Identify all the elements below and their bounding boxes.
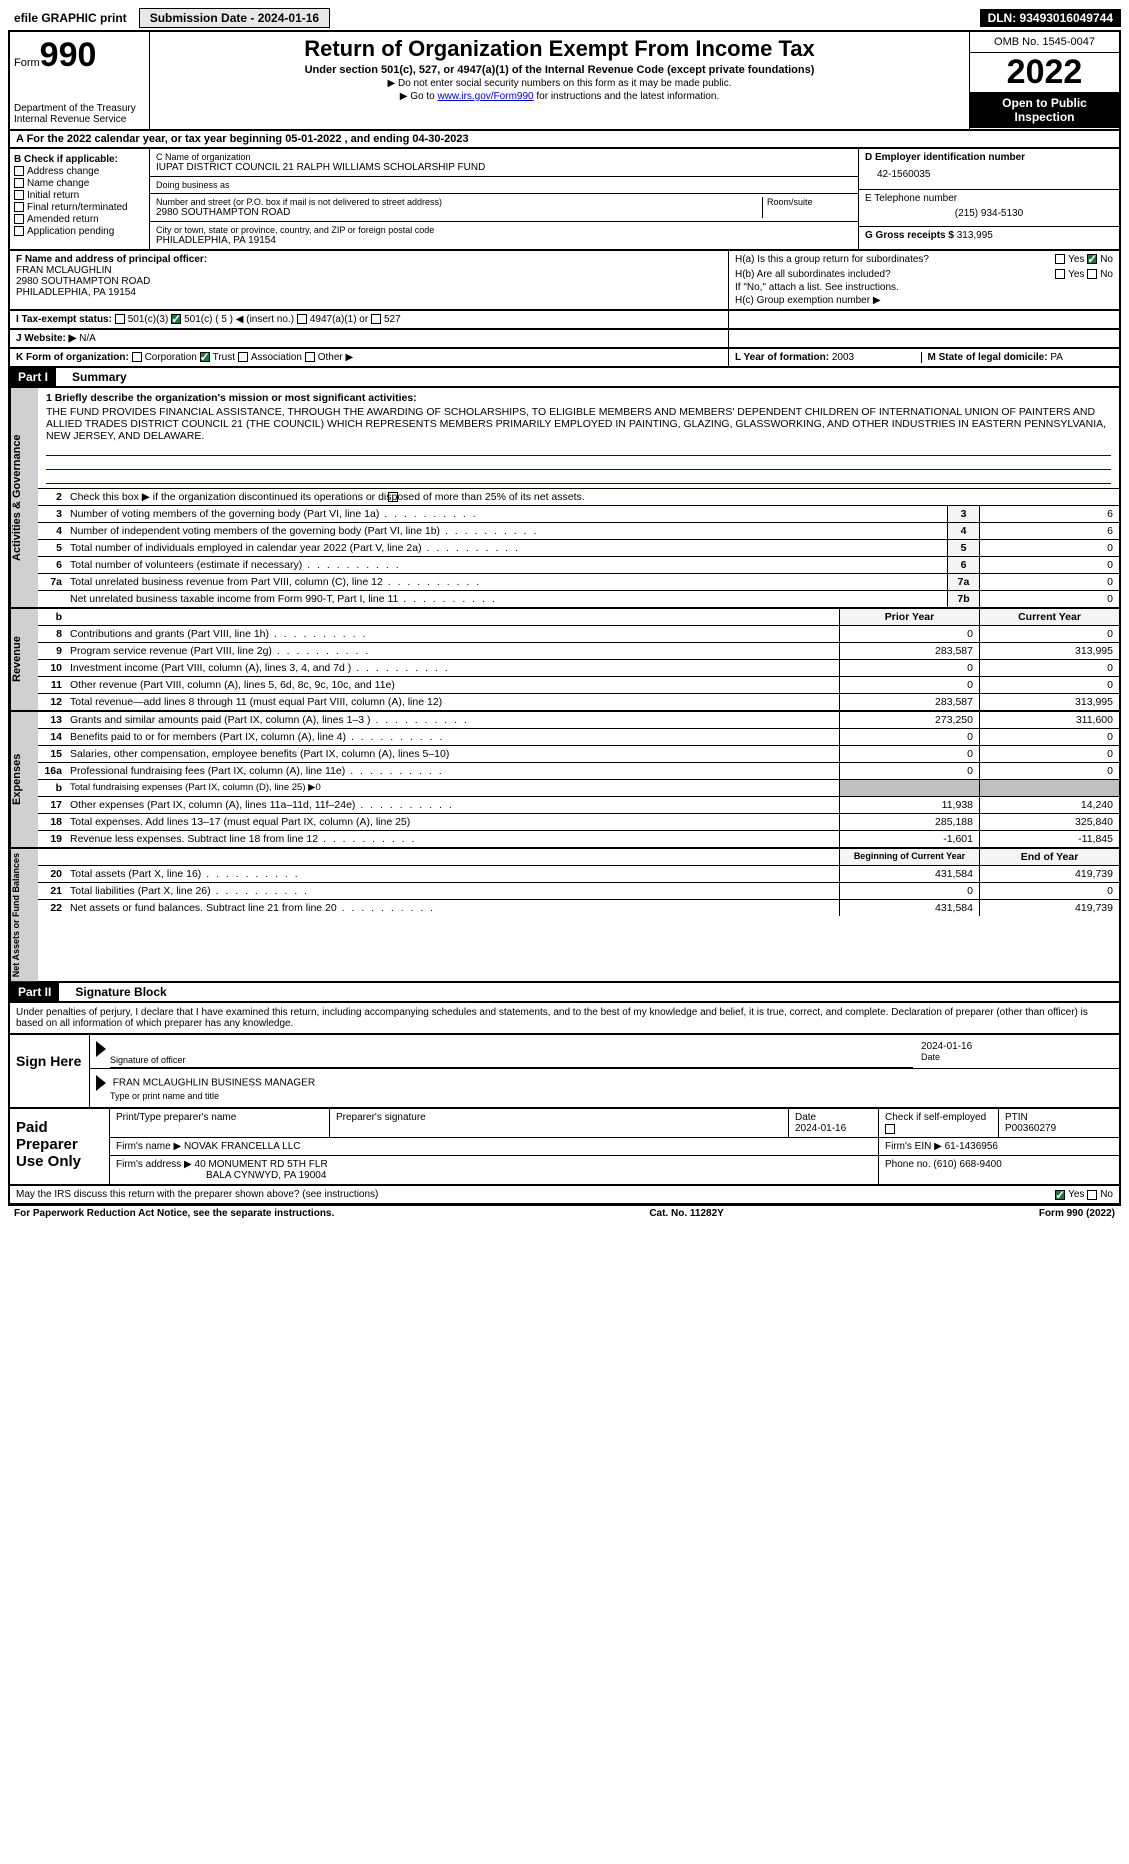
cb-self-employed[interactable] bbox=[885, 1124, 895, 1134]
cb-name-change[interactable] bbox=[14, 178, 24, 188]
arrow-icon bbox=[96, 1041, 106, 1057]
sig-date: 2024-01-16 bbox=[921, 1041, 1113, 1052]
submission-date-button[interactable]: Submission Date - 2024-01-16 bbox=[139, 8, 330, 28]
street-address: 2980 SOUTHAMPTON ROAD bbox=[156, 207, 762, 218]
cb-initial-return[interactable] bbox=[14, 190, 24, 200]
cb-other[interactable] bbox=[305, 352, 315, 362]
revenue-section: Revenue bPrior YearCurrent Year 8Contrib… bbox=[8, 609, 1121, 712]
section-c: C Name of organization IUPAT DISTRICT CO… bbox=[150, 149, 859, 249]
cb-amended[interactable] bbox=[14, 214, 24, 224]
efile-label: efile GRAPHIC print bbox=[8, 9, 133, 27]
page-footer: For Paperwork Reduction Act Notice, see … bbox=[8, 1205, 1121, 1221]
website: N/A bbox=[79, 333, 96, 344]
form-word: Form bbox=[14, 57, 40, 69]
section-d-e-g: D Employer identification number 42-1560… bbox=[859, 149, 1119, 249]
year-formed: 2003 bbox=[832, 352, 854, 363]
form-title: Return of Organization Exempt From Incom… bbox=[154, 36, 965, 62]
officer-name: FRAN MCLAUGHLIN bbox=[16, 265, 722, 276]
form-number: 990 bbox=[40, 36, 97, 74]
v5: 0 bbox=[979, 540, 1119, 556]
mission-text: THE FUND PROVIDES FINANCIAL ASSISTANCE, … bbox=[46, 406, 1111, 442]
part2-title: Signature Block bbox=[67, 983, 174, 1001]
cb-discuss-yes[interactable] bbox=[1055, 1190, 1065, 1200]
cb-4947[interactable] bbox=[297, 314, 307, 324]
cb-discuss-no[interactable] bbox=[1087, 1190, 1097, 1200]
form-subtitle: Under section 501(c), 527, or 4947(a)(1)… bbox=[154, 64, 965, 76]
tax-status-row: I Tax-exempt status: 501(c)(3) 501(c) ( … bbox=[8, 311, 1121, 330]
dln-label: DLN: 93493016049744 bbox=[980, 9, 1121, 27]
vtab-governance: Activities & Governance bbox=[10, 388, 38, 607]
vtab-revenue: Revenue bbox=[10, 609, 38, 710]
city-state-zip: PHILADLEPHIA, PA 19154 bbox=[156, 235, 852, 246]
cb-hb-yes[interactable] bbox=[1055, 269, 1065, 279]
v3: 6 bbox=[979, 506, 1119, 522]
website-row: J Website: ▶ N/A bbox=[8, 330, 1121, 349]
v6: 0 bbox=[979, 557, 1119, 573]
firm-name: NOVAK FRANCELLA LLC bbox=[184, 1141, 301, 1152]
paid-preparer-block: Paid Preparer Use Only Print/Type prepar… bbox=[8, 1109, 1121, 1186]
form-header: Form990 Department of the Treasury Inter… bbox=[8, 32, 1121, 131]
note-link: ▶ Go to www.irs.gov/Form990 for instruct… bbox=[154, 91, 965, 102]
cb-corp[interactable] bbox=[132, 352, 142, 362]
part2-header: Part II bbox=[10, 983, 59, 1001]
tax-year-line: A For the 2022 calendar year, or tax yea… bbox=[8, 131, 1121, 149]
discuss-row: May the IRS discuss this return with the… bbox=[8, 1186, 1121, 1205]
v7a: 0 bbox=[979, 574, 1119, 590]
vtab-net-assets: Net Assets or Fund Balances bbox=[10, 849, 38, 981]
net-assets-section: Net Assets or Fund Balances Beginning of… bbox=[8, 849, 1121, 983]
dept-label: Department of the Treasury Internal Reve… bbox=[14, 103, 145, 125]
note-ssn: ▶ Do not enter social security numbers o… bbox=[154, 78, 965, 89]
open-inspection: Open to Public Inspection bbox=[970, 92, 1119, 128]
topbar: efile GRAPHIC print Submission Date - 20… bbox=[8, 8, 1121, 32]
entity-block: B Check if applicable: Address change Na… bbox=[8, 149, 1121, 251]
cb-final-return[interactable] bbox=[14, 202, 24, 212]
arrow-icon bbox=[96, 1075, 106, 1091]
section-b: B Check if applicable: Address change Na… bbox=[10, 149, 150, 249]
sign-here-block: Sign Here Signature of officer 2024-01-1… bbox=[8, 1035, 1121, 1109]
activities-governance: Activities & Governance 1 Briefly descri… bbox=[8, 388, 1121, 609]
cb-trust[interactable] bbox=[200, 352, 210, 362]
cb-app-pending[interactable] bbox=[14, 226, 24, 236]
cb-assoc[interactable] bbox=[238, 352, 248, 362]
phone: (215) 934-5130 bbox=[865, 204, 1113, 223]
cb-527[interactable] bbox=[371, 314, 381, 324]
omb-number: OMB No. 1545-0047 bbox=[970, 32, 1119, 53]
part1-header: Part I bbox=[10, 368, 56, 386]
firm-ein: 61-1436956 bbox=[945, 1141, 998, 1152]
part1-title: Summary bbox=[64, 368, 135, 386]
domicile: PA bbox=[1050, 352, 1063, 363]
ptin: P00360279 bbox=[1005, 1123, 1056, 1134]
irs-link[interactable]: www.irs.gov/Form990 bbox=[437, 91, 533, 102]
officer-h-row: F Name and address of principal officer:… bbox=[8, 251, 1121, 311]
tax-year: 2022 bbox=[970, 53, 1119, 92]
cb-501c[interactable] bbox=[171, 314, 181, 324]
v4: 6 bbox=[979, 523, 1119, 539]
vtab-expenses: Expenses bbox=[10, 712, 38, 847]
officer-signed-name: FRAN MCLAUGHLIN BUSINESS MANAGER bbox=[113, 1078, 315, 1089]
form-org-row: K Form of organization: Corporation Trus… bbox=[8, 349, 1121, 368]
expenses-section: Expenses 13Grants and similar amounts pa… bbox=[8, 712, 1121, 849]
ein: 42-1560035 bbox=[865, 163, 1113, 186]
cb-ha-yes[interactable] bbox=[1055, 254, 1065, 264]
perjury-declaration: Under penalties of perjury, I declare th… bbox=[8, 1003, 1121, 1035]
cb-hb-no[interactable] bbox=[1087, 269, 1097, 279]
v7b: 0 bbox=[979, 591, 1119, 607]
org-name: IUPAT DISTRICT COUNCIL 21 RALPH WILLIAMS… bbox=[156, 162, 852, 173]
cb-discontinued[interactable] bbox=[388, 492, 398, 502]
cb-ha-no[interactable] bbox=[1087, 254, 1097, 264]
gross-receipts: 313,995 bbox=[957, 230, 993, 241]
firm-phone: (610) 668-9400 bbox=[933, 1159, 1001, 1170]
cb-address-change[interactable] bbox=[14, 166, 24, 176]
cb-501c3[interactable] bbox=[115, 314, 125, 324]
